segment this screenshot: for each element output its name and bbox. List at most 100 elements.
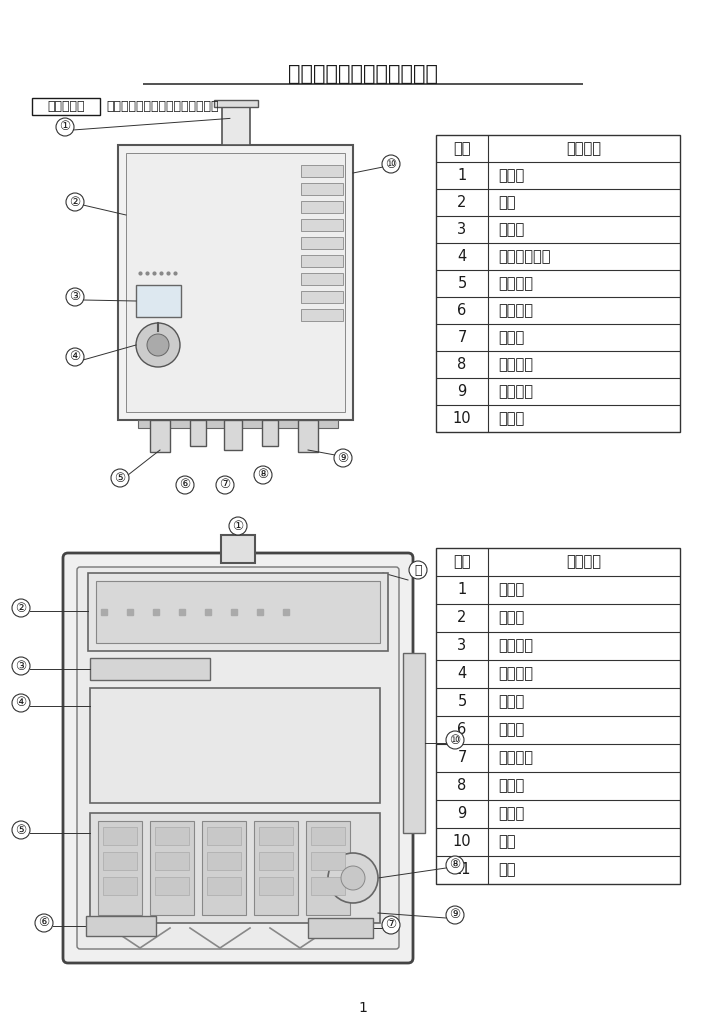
Bar bbox=[207, 852, 241, 870]
Circle shape bbox=[229, 517, 247, 535]
Circle shape bbox=[12, 599, 30, 617]
Text: 壓差盤: 壓差盤 bbox=[498, 779, 524, 793]
Text: 6: 6 bbox=[457, 303, 467, 318]
Text: ⑩: ⑩ bbox=[386, 158, 396, 170]
Circle shape bbox=[35, 914, 53, 932]
Text: ②: ② bbox=[70, 196, 81, 208]
Circle shape bbox=[12, 657, 30, 675]
Bar bbox=[150, 821, 194, 915]
Text: ⑦: ⑦ bbox=[219, 478, 231, 491]
Text: 編號: 編號 bbox=[453, 554, 470, 569]
Bar bbox=[207, 827, 241, 845]
Bar bbox=[301, 183, 343, 195]
Text: 8: 8 bbox=[457, 779, 467, 793]
Text: 洩壓閥: 洩壓閥 bbox=[498, 330, 524, 345]
Bar bbox=[311, 852, 345, 870]
Circle shape bbox=[147, 334, 169, 356]
Circle shape bbox=[446, 906, 464, 924]
Circle shape bbox=[254, 466, 272, 484]
Circle shape bbox=[56, 118, 74, 136]
Text: ⑧: ⑧ bbox=[258, 469, 269, 481]
Text: 7: 7 bbox=[457, 750, 467, 765]
Text: 9: 9 bbox=[457, 806, 467, 822]
Text: 水溫調節: 水溫調節 bbox=[498, 303, 533, 318]
Circle shape bbox=[12, 821, 30, 839]
Text: 1: 1 bbox=[457, 583, 467, 597]
Bar bbox=[436, 135, 680, 432]
Bar bbox=[126, 153, 345, 412]
Text: 1: 1 bbox=[359, 1001, 367, 1015]
Bar bbox=[190, 420, 206, 446]
Bar bbox=[306, 821, 350, 915]
Bar bbox=[298, 420, 318, 452]
Bar bbox=[301, 201, 343, 213]
Text: 點火電極: 點火電極 bbox=[498, 667, 533, 681]
Bar bbox=[301, 291, 343, 303]
Bar bbox=[311, 827, 345, 845]
Text: ④: ④ bbox=[15, 697, 27, 710]
Bar bbox=[213, 100, 258, 107]
Bar bbox=[136, 285, 181, 317]
Text: ①: ① bbox=[232, 519, 244, 532]
Text: ⑩: ⑩ bbox=[449, 734, 460, 747]
Text: 排氣筒: 排氣筒 bbox=[498, 610, 524, 626]
Circle shape bbox=[66, 193, 84, 211]
Text: 僅供參考用，實際構造請參考實物: 僅供參考用，實際構造請參考實物 bbox=[106, 100, 219, 113]
Bar bbox=[155, 827, 189, 845]
Bar bbox=[311, 877, 345, 895]
Text: 水箱: 水箱 bbox=[498, 834, 515, 850]
Text: 9: 9 bbox=[457, 384, 467, 399]
Bar bbox=[90, 688, 380, 803]
Bar bbox=[301, 309, 343, 321]
Text: 通氣孔: 通氣孔 bbox=[498, 411, 524, 426]
Circle shape bbox=[382, 916, 400, 934]
Text: 1: 1 bbox=[457, 168, 467, 183]
Bar bbox=[155, 877, 189, 895]
Text: 構造及名稱: 構造及名稱 bbox=[47, 100, 85, 113]
Bar bbox=[262, 420, 278, 446]
Text: ⑨: ⑨ bbox=[338, 451, 348, 465]
Bar bbox=[103, 852, 137, 870]
Bar bbox=[202, 821, 246, 915]
Text: 名　　稱: 名 稱 bbox=[566, 554, 602, 569]
Text: 5: 5 bbox=[457, 695, 467, 710]
Circle shape bbox=[66, 288, 84, 306]
Bar bbox=[88, 573, 388, 652]
Bar bbox=[32, 98, 100, 115]
Text: 2: 2 bbox=[457, 610, 467, 626]
Text: 2: 2 bbox=[457, 195, 467, 210]
Circle shape bbox=[409, 561, 427, 579]
Text: 6: 6 bbox=[457, 722, 467, 738]
Circle shape bbox=[176, 476, 194, 494]
Text: 觀火窗: 觀火窗 bbox=[498, 222, 524, 237]
Circle shape bbox=[341, 866, 365, 890]
Text: ⑤: ⑤ bbox=[15, 824, 27, 836]
Text: 燃氣入口: 燃氣入口 bbox=[498, 357, 533, 372]
Circle shape bbox=[382, 155, 400, 173]
Text: 4: 4 bbox=[457, 667, 467, 681]
Bar bbox=[96, 581, 380, 643]
Bar bbox=[138, 420, 338, 428]
Text: 4: 4 bbox=[457, 249, 467, 264]
Text: 3: 3 bbox=[457, 222, 467, 237]
Text: ⑨: ⑨ bbox=[449, 908, 460, 921]
Bar bbox=[221, 535, 255, 563]
Circle shape bbox=[446, 731, 464, 749]
FancyBboxPatch shape bbox=[77, 567, 399, 949]
Text: 燃燒器: 燃燒器 bbox=[498, 806, 524, 822]
Circle shape bbox=[334, 449, 352, 467]
Bar bbox=[224, 420, 242, 450]
Text: ⑥: ⑥ bbox=[38, 916, 49, 930]
Text: 防鳥帽: 防鳥帽 bbox=[498, 168, 524, 183]
Bar bbox=[103, 827, 137, 845]
Text: ③: ③ bbox=[15, 660, 27, 672]
Text: 7: 7 bbox=[457, 330, 467, 345]
Text: 熱水出口: 熱水出口 bbox=[498, 276, 533, 291]
Circle shape bbox=[328, 853, 378, 903]
Text: ④: ④ bbox=[70, 351, 81, 363]
Circle shape bbox=[66, 348, 84, 366]
Circle shape bbox=[446, 856, 464, 874]
Text: ⑪: ⑪ bbox=[415, 563, 422, 577]
Text: 前板: 前板 bbox=[498, 195, 515, 210]
Bar bbox=[155, 852, 189, 870]
